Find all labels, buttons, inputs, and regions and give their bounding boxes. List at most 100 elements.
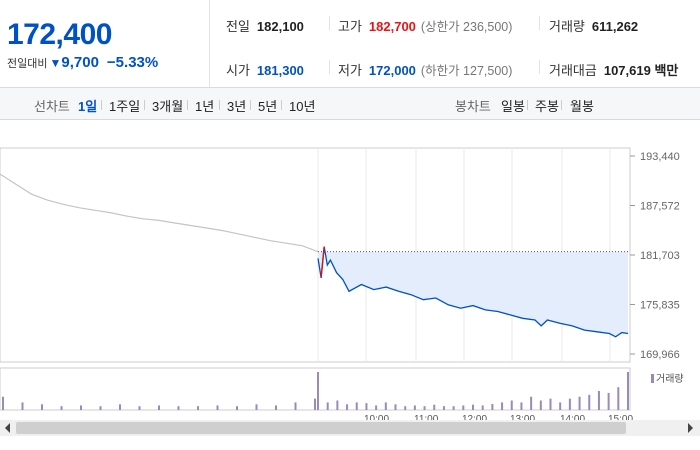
open-stat: 시가 181,300	[226, 60, 304, 79]
volume-bar	[423, 406, 426, 410]
volume-bar	[119, 404, 121, 410]
volume-bar	[326, 402, 329, 410]
y-tick-label: 175,835	[640, 300, 680, 312]
volume-value: 611,262	[591, 19, 639, 34]
change-value: 9,700	[61, 54, 99, 71]
prev-close-value: 182,100	[256, 19, 304, 34]
volume-bar	[138, 406, 141, 410]
x-tick-label: 10:00	[364, 414, 389, 425]
tab-1week[interactable]: 1주일	[109, 99, 141, 114]
volume-bar	[510, 400, 513, 410]
open-value: 181,300	[256, 63, 304, 78]
trade-value: 107,619 백만	[603, 63, 679, 78]
candle-chart-title: 봉차트	[455, 99, 491, 114]
volume-bar	[177, 406, 180, 410]
y-tick-label: 169,966	[640, 349, 680, 361]
volume-bar	[597, 391, 600, 410]
tab-5years[interactable]: 5년	[258, 99, 278, 114]
high-label: 고가	[338, 19, 362, 34]
volume-bar	[539, 400, 542, 410]
low-value: 172,000	[368, 63, 416, 78]
scroll-right-arrow-icon[interactable]	[688, 423, 693, 433]
upper-limit: (상한가 236,500)	[420, 20, 513, 34]
tab-divider	[219, 100, 220, 110]
volume-stat: 거래량 611,262	[549, 16, 638, 35]
chart-period-tabs: 선차트 1일 1주일 3개월 1년 3년 5년 10년 봉차트 일봉 주봉 월봉	[0, 88, 700, 120]
change-percent: −5.33%	[106, 54, 159, 71]
volume-bar	[355, 402, 358, 410]
volume-bar	[501, 402, 504, 410]
volume-bar	[472, 404, 474, 410]
volume-bar	[216, 405, 219, 410]
volume-bar	[394, 404, 397, 410]
volume-bar	[578, 396, 581, 410]
tab-divider	[561, 100, 562, 110]
volume-bar	[413, 405, 416, 410]
current-price: 172,400	[7, 18, 112, 51]
divider	[329, 60, 330, 74]
volume-bar	[375, 405, 378, 410]
volume-bar	[314, 398, 316, 410]
high-stat: 고가 182,700 (상한가 236,500)	[338, 16, 512, 35]
tab-daily-candle[interactable]: 일봉	[501, 99, 525, 114]
trade-value-label: 거래대금	[549, 63, 597, 78]
horizontal-scrollbar-thumb[interactable]	[16, 422, 626, 434]
tab-divider	[281, 100, 282, 110]
volume-bar	[559, 402, 562, 410]
stock-chart[interactable]: 193,440 187,572 181,703 175,835 169,966 거래량 10…	[0, 120, 700, 450]
volume-bar	[365, 403, 368, 410]
open-label: 시가	[226, 63, 250, 78]
below-reference-area	[318, 246, 628, 337]
high-price-segment	[320, 246, 325, 278]
high-value: 182,700	[368, 19, 416, 34]
tab-divider	[527, 100, 528, 110]
prev-close-stat: 전일 182,100	[226, 16, 304, 35]
volume-bar	[491, 403, 494, 410]
current-price-box: 172,400 전일대비 ▼ 9,700 −5.33%	[0, 0, 210, 88]
volume-bar	[2, 396, 4, 410]
volume-bar	[255, 404, 258, 410]
volume-bar	[452, 406, 455, 410]
y-tick-label: 181,703	[640, 250, 680, 262]
tab-10years[interactable]: 10년	[289, 99, 316, 114]
down-arrow-icon: ▼	[49, 56, 62, 70]
volume-bar	[607, 392, 610, 410]
volume-bar	[346, 404, 349, 410]
volume-label: 거래량	[549, 19, 585, 34]
x-tick-label: 11:00	[414, 414, 439, 425]
tab-monthly-candle[interactable]: 월봉	[570, 99, 594, 114]
volume-legend-label: 거래량	[656, 373, 684, 385]
today-price-line	[317, 246, 629, 338]
prev-day-price-line	[0, 173, 319, 253]
volume-bar	[384, 402, 387, 410]
volume-bar	[442, 406, 445, 410]
volume-bar	[549, 398, 552, 410]
volume-bar	[60, 406, 63, 410]
tab-1year[interactable]: 1년	[195, 99, 215, 114]
low-stat: 저가 172,000 (하한가 127,500)	[338, 60, 512, 79]
y-tick-label: 193,440	[640, 151, 680, 163]
divider	[539, 16, 540, 30]
volume-bar	[588, 394, 591, 410]
volume-bar	[197, 406, 199, 410]
tab-3months[interactable]: 3개월	[152, 99, 184, 114]
volume-bar	[481, 405, 484, 410]
volume-bar	[617, 387, 620, 410]
volume-bar	[627, 372, 629, 410]
volume-bar	[568, 398, 571, 410]
change-row: 전일대비 ▼ 9,700 −5.33%	[7, 54, 158, 71]
tab-1day[interactable]: 1일	[78, 99, 98, 114]
tab-3years[interactable]: 3년	[227, 99, 247, 114]
volume-bar	[336, 400, 339, 410]
tab-divider	[187, 100, 188, 110]
volume-bar	[80, 405, 82, 410]
x-tick-label: 13:00	[510, 414, 535, 425]
volume-bar	[317, 372, 319, 410]
volume-bar	[433, 404, 436, 410]
volume-bar	[99, 406, 102, 410]
tab-weekly-candle[interactable]: 주봉	[535, 99, 559, 114]
trade-value-stat: 거래대금 107,619 백만	[549, 60, 678, 79]
scroll-left-arrow-icon[interactable]	[5, 423, 10, 433]
chart-svg[interactable]: 193,440 187,572 181,703 175,835 169,966 거래량 10…	[0, 120, 700, 450]
volume-bar	[462, 405, 465, 410]
